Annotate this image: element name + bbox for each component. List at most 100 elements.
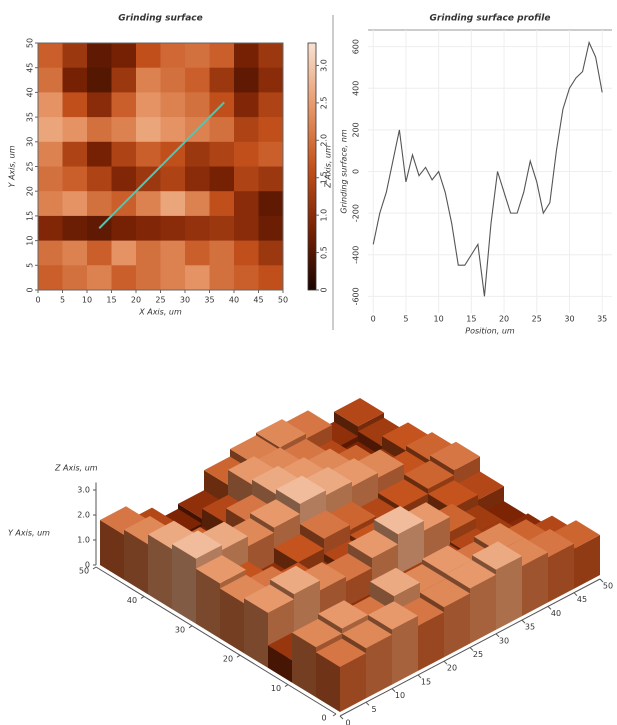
profile-line [98,101,225,229]
x-tick-label: 0 [345,719,350,725]
heat-cell [136,191,161,217]
surface-wall [172,544,196,624]
colorbar-tick-label: 0.5 [320,246,329,259]
heat-cell [136,92,161,118]
surface-wall [268,645,292,683]
y-axis-label: Y Axis, um [8,145,17,187]
y-tick-label: 0 [321,714,326,723]
heat-cell [87,191,112,217]
surface-wall [196,568,220,639]
heat-cell [185,265,210,291]
y-tick-label: 25 [26,161,35,171]
heat-cell [209,141,235,167]
heat-cell [111,141,137,167]
x-tick-label: 45 [577,595,587,604]
y-tick-label: 30 [175,625,185,634]
surface-top [446,560,496,589]
heat-cell [87,117,112,143]
heat-cell [185,240,210,266]
colorbar-tick-label: 3.0 [320,59,329,72]
heat-cell [62,92,88,118]
colorbar-tick-label: 2.5 [320,97,329,110]
x-tick-label: 25 [155,296,165,305]
surface-wall [220,588,244,654]
surface-wall [522,552,548,617]
heat-cell [38,43,63,69]
heat-cell [209,240,235,266]
heat-cell [209,43,235,69]
heat-cell [38,166,63,192]
surface-top [342,619,392,649]
y-tick [332,713,337,717]
y-tick-label: 10 [26,236,35,246]
heat-cell [136,240,161,266]
y-axis-line [95,566,337,715]
x-tick-label: 5 [60,296,65,305]
x-tick [599,578,604,583]
heat-cell [160,43,186,69]
x-tick-label: 35 [597,315,607,324]
heat-cell [209,166,235,192]
z-axis-label: Z Axis, um [54,464,98,473]
heat-cell [258,92,284,118]
surface-top [270,565,320,595]
y-tick-label: 30 [26,137,35,147]
surface-top [300,510,350,539]
heat-cell [111,43,137,69]
y-tick-label: 200 [352,122,361,137]
surface-wall [316,652,340,712]
x-tick-label: 20 [447,664,457,673]
surface-top [256,419,306,448]
heat-cell [185,191,210,217]
surface-top [178,490,228,519]
heat-cell [62,43,88,69]
colorbar-tick-label: 1.5 [320,171,329,184]
heat-cell [136,67,161,93]
surface-top [370,567,420,597]
heat-cell [38,117,63,143]
surface-top [348,529,398,559]
x-tick [339,715,344,720]
heat-cell [38,92,63,118]
y-tick-label: 15 [26,211,35,221]
surface-top [334,398,384,427]
heat-cell [234,92,259,118]
heat-cell [160,265,186,291]
x-tick-label: 30 [564,315,574,324]
y-tick-label: 40 [26,87,35,97]
heat-cell [87,141,112,167]
x-tick-label: 15 [106,296,116,305]
surface-top [422,545,472,574]
x-tick-label: 25 [473,650,483,659]
heat-cell [185,166,210,192]
y-tick-label: -600 [352,287,361,305]
heat-cell [111,117,137,143]
surface-top [252,465,302,495]
heat-cell [111,166,137,192]
surface-top [406,432,456,461]
heat-cell [87,240,112,266]
x-tick [495,633,500,638]
heat-cell [136,215,161,242]
surface-wall [548,543,574,603]
y-tick-label: 5 [26,263,35,268]
x-tick-label: 45 [253,296,263,305]
surface-top [374,506,424,535]
y-tick-label: 20 [223,655,233,664]
y-tick [188,625,193,629]
y-tick-label: -400 [352,246,361,264]
heat-cell [234,240,259,266]
heat-cell [62,166,88,192]
profile-curve [372,40,603,297]
surface-top [220,574,270,604]
heat-cell [258,191,284,217]
surface-top [420,578,470,608]
surface-top [148,520,198,550]
heat-cell [258,166,284,192]
x-axis-label: Position, um [465,327,515,336]
x-tick-label: 20 [499,315,509,324]
x-tick-label: 15 [466,315,476,324]
surface-wall [574,535,600,589]
y-tick-label: 35 [26,112,35,122]
y-tick [284,684,289,688]
